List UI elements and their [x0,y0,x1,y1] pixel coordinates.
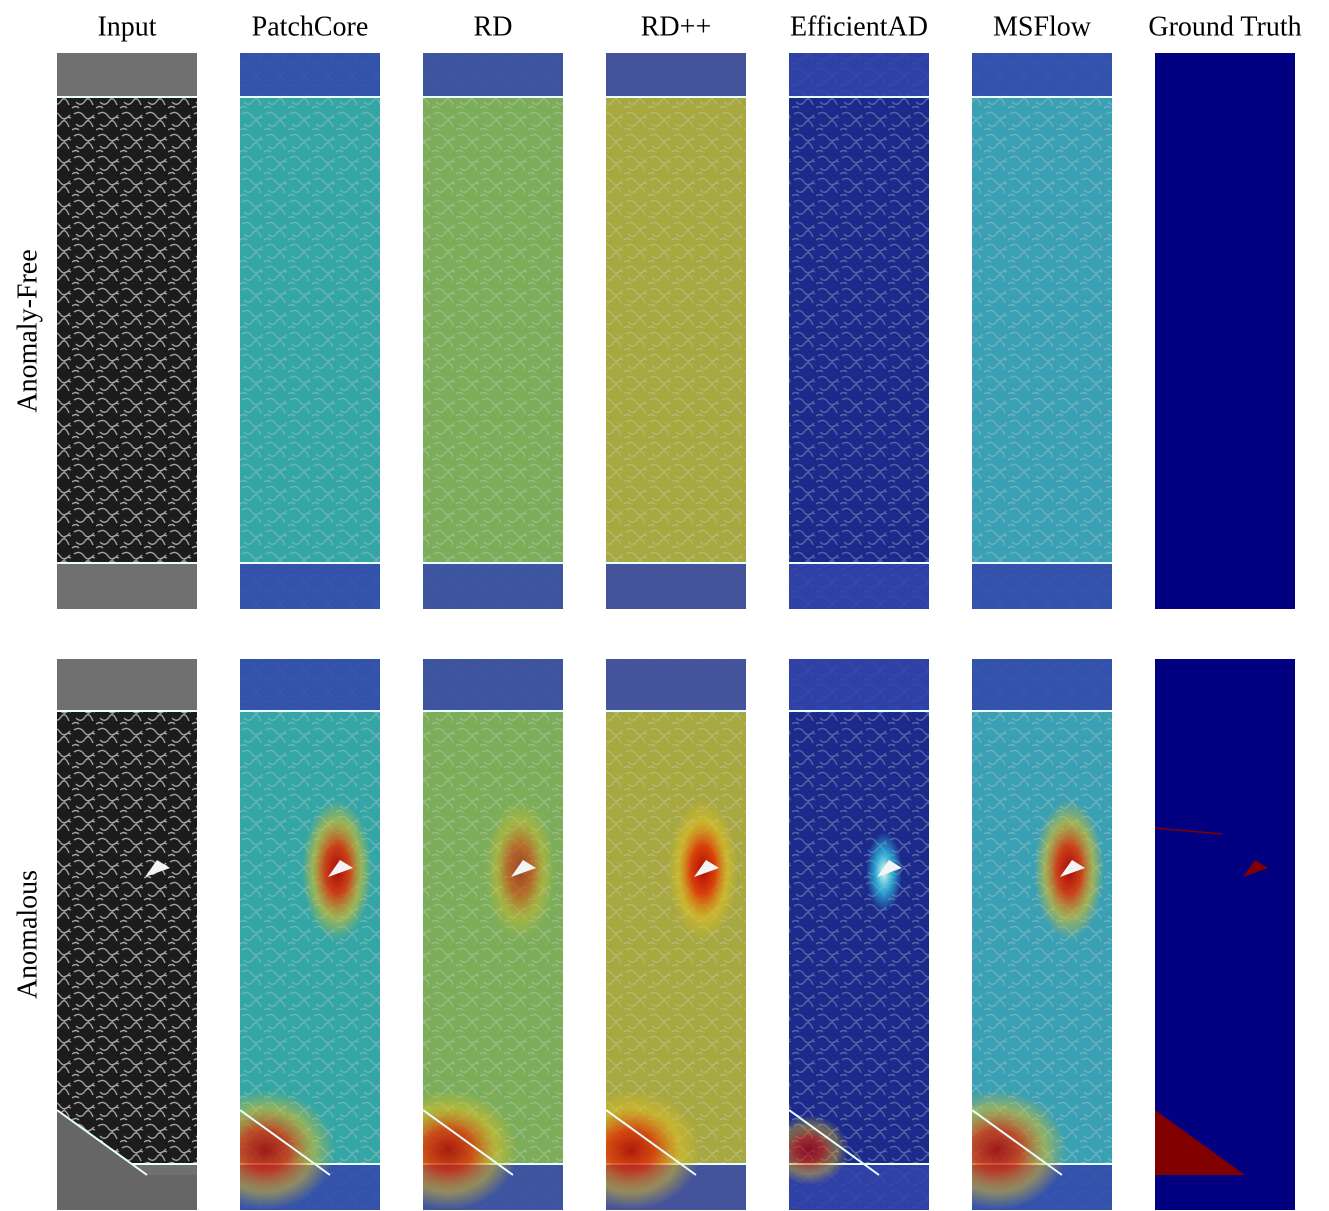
column-header: Ground Truth [1148,11,1301,42]
image-cell [57,659,197,1210]
column-header: MSFlow [993,11,1092,42]
band [240,53,380,97]
band [789,659,929,711]
texture [57,53,197,609]
column-header: RD++ [641,11,711,42]
texture [972,53,1112,609]
band [606,659,746,711]
row-label: Anomaly-Free [12,249,43,412]
row-label: Anomalous [12,870,43,999]
band [423,563,563,609]
image-cell [972,53,1112,609]
image-cell [927,659,1112,1210]
band [423,659,563,711]
band [972,53,1112,97]
band [240,563,380,609]
image-cell [1155,53,1295,609]
band [240,659,380,711]
heat [378,1090,518,1210]
band [972,563,1112,609]
column-header: RD [474,11,513,42]
column-header: PatchCore [252,11,369,42]
band [972,659,1112,711]
image-cell [1155,659,1295,1210]
mask [1155,53,1295,609]
image-cell [423,53,563,609]
image-cell [561,659,746,1210]
band [57,53,197,97]
column-header: Input [97,11,156,42]
heat [195,1090,335,1210]
texture [606,53,746,609]
image-cell [195,659,380,1210]
band [606,563,746,609]
image-cell [789,53,929,609]
texture [240,53,380,609]
band [423,53,563,97]
texture [789,53,929,609]
texture [423,53,563,609]
band [789,563,929,609]
heat [927,1090,1067,1210]
image-cell [606,53,746,609]
image-cell [57,53,197,609]
image-cell [769,659,929,1210]
band [606,53,746,97]
column-header: EfficientAD [790,11,928,42]
band [789,53,929,97]
band [57,659,197,711]
band [57,563,197,609]
image-cell [378,659,563,1210]
figure: Input PatchCore RD RD++ EfficientAD MSFlow Gro… [0,0,1329,1211]
heat [561,1090,701,1210]
image-cell [240,53,380,609]
